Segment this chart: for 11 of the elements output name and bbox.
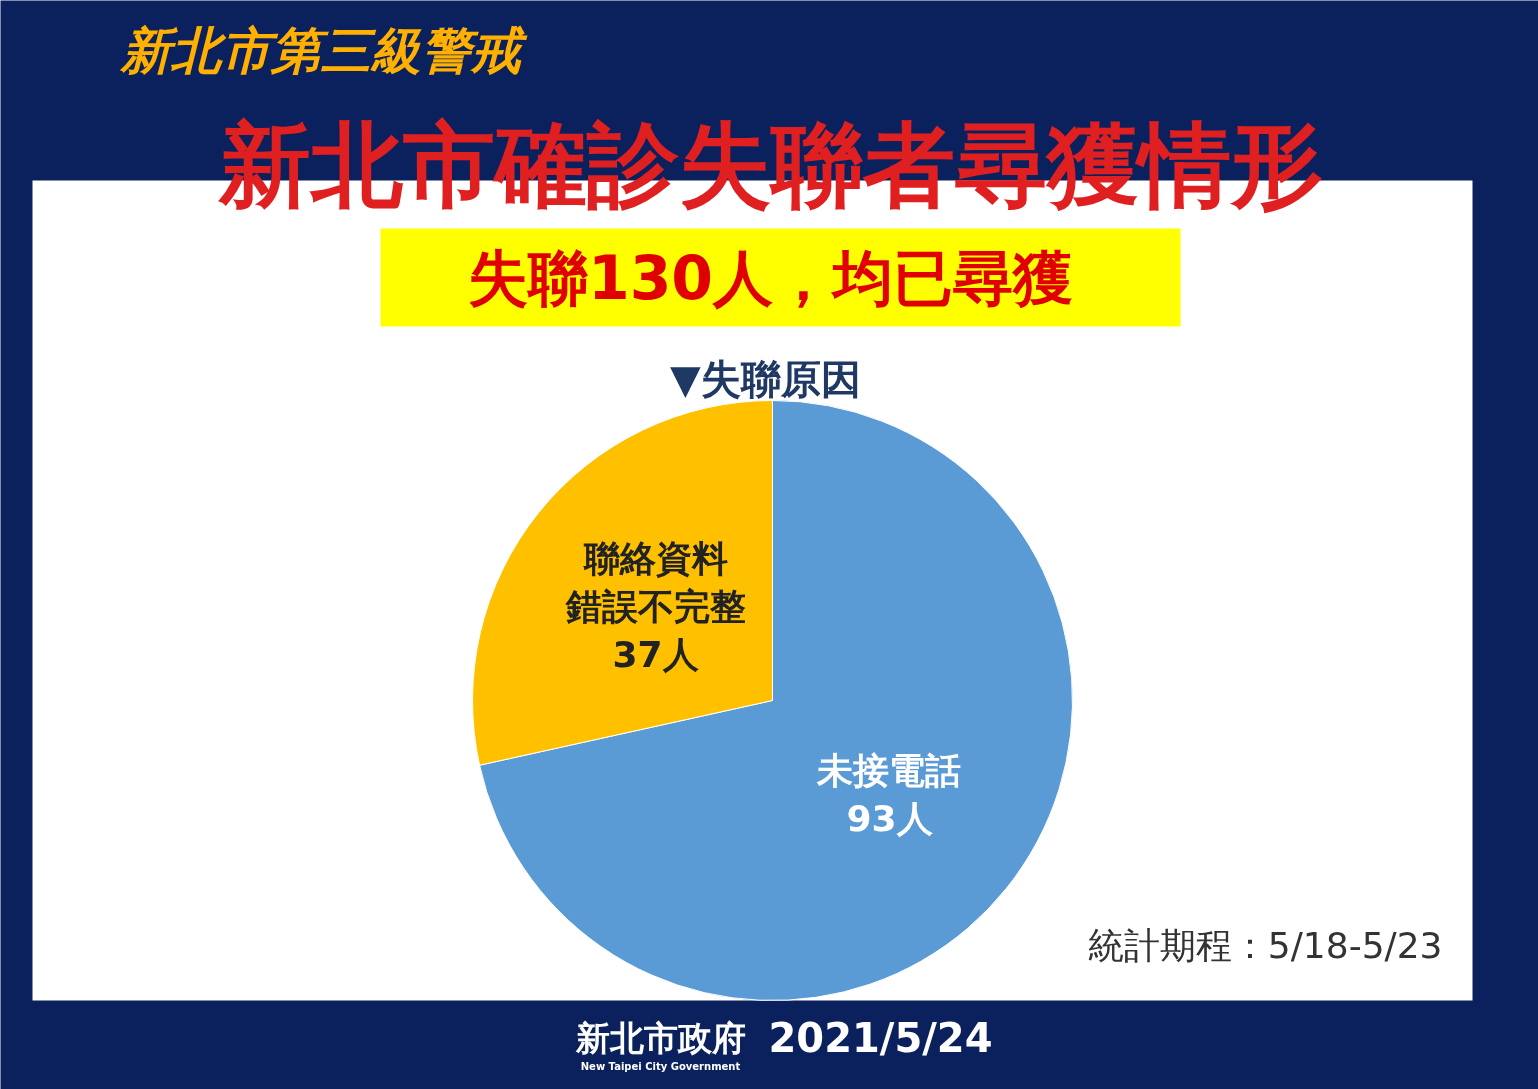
data-label: 93人 [846,797,933,839]
data-label: 37人 [612,634,699,676]
slice-label: 未接電話 [816,749,962,791]
chart-subtitle: 失聯130人，均已尋獲 [467,242,1074,313]
text: 統計期程：5/18-5/23 [1087,925,1443,966]
text: ▼失聯原因 [670,355,861,402]
text: 2021/5/24 [768,1014,993,1061]
text: New Taipei City Government [580,1061,741,1072]
slice-label: 聯絡資料錯誤不完整 [564,538,746,628]
text: 新北市第三級警戒 [118,21,528,80]
text: 新北市政府 [574,1017,746,1058]
